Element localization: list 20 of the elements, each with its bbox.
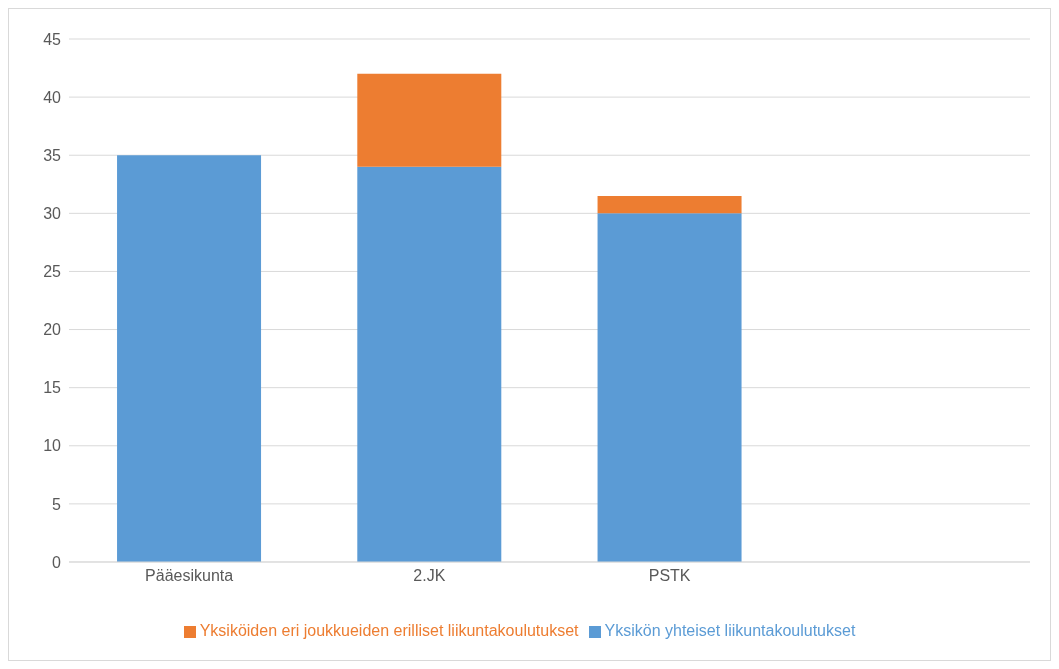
bar (597, 213, 742, 562)
y-tick-label: 40 (43, 88, 62, 106)
y-tick-label: 30 (43, 205, 62, 223)
bar (117, 155, 262, 562)
bar (357, 166, 502, 562)
x-tick-label: PSTK (648, 567, 691, 585)
x-tick-label: 2.JK (413, 567, 446, 585)
legend-label: Yksikön yhteiset liikuntakoulutukset (604, 622, 856, 639)
bar (597, 195, 742, 214)
y-tick-label: 5 (52, 495, 62, 513)
bar (357, 73, 502, 167)
y-tick-label: 15 (43, 379, 62, 397)
y-tick-label: 10 (43, 437, 62, 455)
legend-label: Yksiköiden eri joukkueiden erilliset liikuntakoulutukset (199, 622, 579, 639)
y-tick-label: 45 (43, 30, 62, 48)
y-tick-label: 35 (43, 146, 62, 164)
y-tick-label: 0 (52, 553, 62, 571)
y-tick-label: 20 (43, 321, 62, 339)
y-tick-label: 25 (43, 263, 62, 281)
x-tick-label: Pääesikunta (145, 567, 234, 585)
